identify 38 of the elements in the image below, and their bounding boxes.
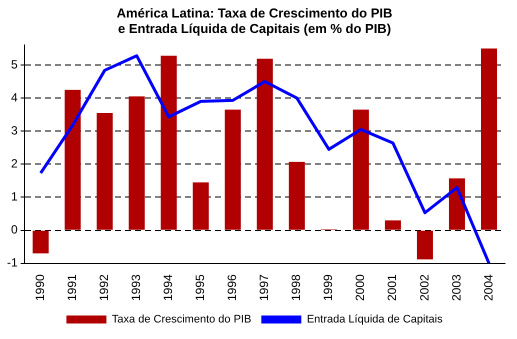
bar xyxy=(384,220,401,230)
bar xyxy=(256,58,273,230)
y-tick-label: 2 xyxy=(10,156,18,170)
x-tick-label: 1999 xyxy=(321,274,336,302)
bar xyxy=(128,96,145,230)
x-tick-label: 1995 xyxy=(193,274,208,302)
y-tick-label: 3 xyxy=(10,123,18,138)
legend-label: Entrada Líquida de Capitais xyxy=(306,314,444,326)
y-tick-label: -1 xyxy=(7,256,18,270)
bar xyxy=(480,48,497,230)
y-tick-label: 5 xyxy=(10,57,18,72)
x-tick-label: 1996 xyxy=(225,274,240,302)
x-tick-label: 2003 xyxy=(449,274,464,302)
bar xyxy=(288,162,305,230)
bar xyxy=(416,230,433,260)
x-tick-label: 1991 xyxy=(65,274,80,302)
x-tick-label: 1997 xyxy=(257,274,272,302)
x-tick-label: 1992 xyxy=(97,274,112,302)
bar xyxy=(32,230,49,254)
x-tick-label: 2004 xyxy=(481,274,496,302)
bar xyxy=(224,110,241,230)
y-tick-label: 1 xyxy=(10,190,18,204)
x-tick-label: 2002 xyxy=(417,274,432,302)
bar xyxy=(352,110,369,230)
x-tick-label: 1990 xyxy=(32,274,47,302)
bar xyxy=(64,90,81,230)
y-tick-label: 4 xyxy=(10,90,18,104)
bar xyxy=(96,112,113,230)
x-tick-label: 1998 xyxy=(289,274,304,302)
y-tick-label: 0 xyxy=(10,222,18,237)
x-tick-label: 2001 xyxy=(385,274,400,302)
x-tick-label: 1994 xyxy=(161,274,176,302)
chart-title: América Latina: Taxa de Crescimento do PIB e Entrada Líquida de Capitais (em % do PIB) xyxy=(116,5,392,36)
x-tick-label: 2000 xyxy=(353,274,368,302)
legend-label: Taxa de Crescimento do PIB xyxy=(112,314,252,326)
x-tick-label: 1993 xyxy=(129,274,144,302)
bar xyxy=(160,56,177,230)
bar xyxy=(192,182,209,230)
